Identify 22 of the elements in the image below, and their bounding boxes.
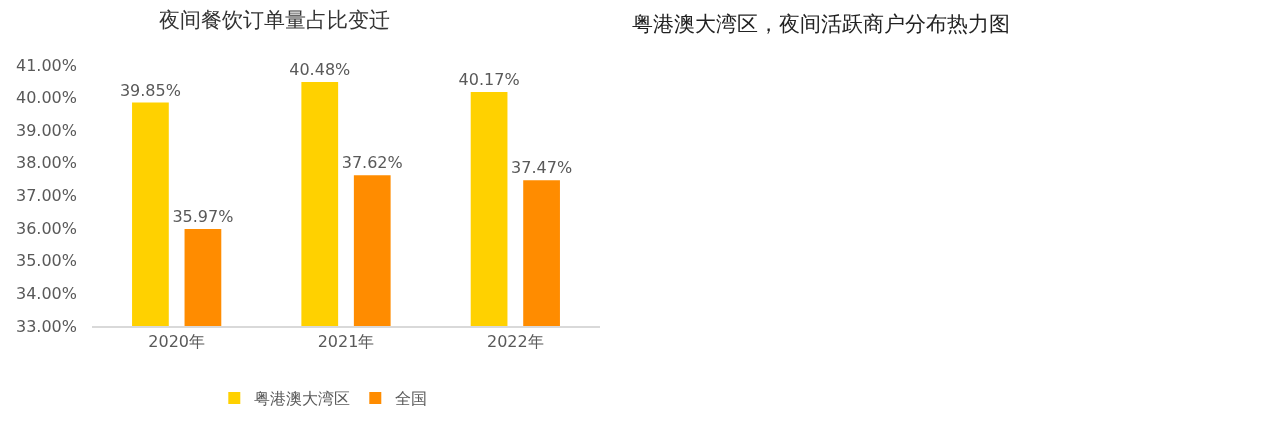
legend-label: 粤港澳大湾区 — [254, 389, 351, 409]
data-label: 37.62% — [341, 153, 403, 173]
text: 粤港澳大湾区，夜间活跃商户分布热力图 — [632, 12, 1010, 36]
y-tick-label: 38.00% — [15, 153, 77, 173]
chart-title: 夜间餐饮订单量占比变迁 — [159, 8, 390, 32]
x-tick-label: 2021年 — [317, 331, 375, 351]
y-tick-label: 33.00% — [15, 316, 77, 336]
y-tick-label: 34.00% — [15, 283, 77, 303]
data-label: 39.85% — [119, 80, 181, 100]
y-tick-label: 39.00% — [15, 120, 77, 140]
data-label: 37.47% — [511, 158, 573, 178]
data-label: 40.17% — [458, 70, 520, 90]
legend-label: 全国 — [395, 389, 428, 409]
y-tick-label: 36.00% — [15, 218, 77, 238]
x-tick-label: 2022年 — [486, 331, 544, 351]
y-tick-label: 37.00% — [15, 186, 77, 206]
data-label: 40.48% — [289, 59, 351, 79]
data-label: 35.97% — [172, 207, 234, 227]
y-tick-label: 35.00% — [15, 251, 77, 271]
x-tick-label: 2020年 — [148, 331, 206, 351]
y-tick-label: 41.00% — [15, 55, 77, 75]
y-tick-label: 40.00% — [15, 88, 77, 108]
